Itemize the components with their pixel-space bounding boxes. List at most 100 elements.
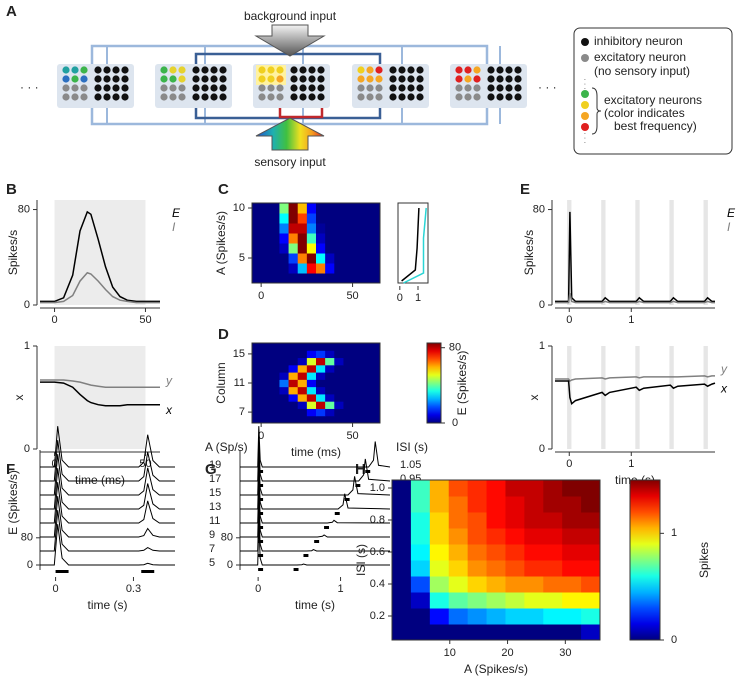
- panel-label: F: [6, 461, 15, 478]
- heatmap-cell: [316, 243, 326, 254]
- excitatory-neuron: [62, 84, 70, 92]
- x-tick-label: 1: [628, 458, 634, 470]
- x-tick-label: 50: [139, 314, 151, 326]
- heatmap-cell: [252, 408, 262, 417]
- heatmap-cell: [325, 243, 335, 254]
- heatmap-cell: [352, 372, 363, 380]
- stimulus-bar: [141, 570, 155, 573]
- heatmap-cell: [288, 357, 299, 366]
- heatmap-cell: [352, 233, 363, 244]
- heatmap-cell: [297, 372, 308, 380]
- heatmap-cell: [316, 203, 326, 214]
- heatmap-cell: [306, 393, 317, 402]
- y-tick-label: 5: [239, 252, 245, 264]
- heatmap-cell: [505, 544, 525, 561]
- excitatory-neuron: [80, 84, 88, 92]
- heatmap-cell: [352, 243, 363, 254]
- x-tick-label: 0: [258, 430, 264, 442]
- inhibitory-neuron: [505, 84, 513, 92]
- heatmap-cell: [370, 343, 381, 351]
- inhibitory-neuron: [290, 93, 298, 101]
- heatmap-cell: [370, 253, 381, 264]
- heatmap-cell: [325, 253, 335, 264]
- heatmap-cell: [306, 357, 317, 366]
- heatmap-cell: [370, 372, 381, 380]
- heatmap-cell: [352, 223, 363, 234]
- inhibitory-neuron: [487, 93, 495, 101]
- y-axis-label: E (Spikes/s): [6, 470, 20, 535]
- heatmap-cell: [252, 273, 262, 284]
- heatmap-cell: [334, 213, 344, 224]
- y-tick-label: 1: [539, 340, 545, 352]
- legend-dots: · · ·: [581, 79, 588, 90]
- heatmap-cell: [429, 624, 450, 641]
- y-tick-label: 0: [539, 443, 545, 455]
- heatmap-cell: [297, 393, 308, 402]
- heatmap-cell: [361, 350, 372, 359]
- heatmap-cell: [334, 203, 344, 214]
- inhibitory-neuron: [290, 75, 298, 83]
- legend-label: 19: [209, 459, 221, 471]
- heatmap-cell: [279, 401, 290, 409]
- data-line: [40, 524, 175, 566]
- data-line: [40, 454, 175, 496]
- legend-dot: [581, 123, 589, 131]
- heatmap-cell: [352, 408, 363, 417]
- excitatory-neuron: [178, 66, 186, 74]
- inhibitory-neuron: [103, 66, 111, 74]
- heatmap-cell: [316, 364, 326, 373]
- inhibitory-neuron: [219, 66, 227, 74]
- data-line: [555, 375, 715, 382]
- heatmap-cell: [288, 233, 299, 244]
- panel-label: D: [218, 326, 229, 343]
- heatmap-cell: [486, 512, 506, 529]
- heatmap-cell: [467, 496, 488, 513]
- heatmap-cell: [352, 379, 363, 388]
- heatmap-cell: [270, 401, 280, 409]
- data-line: [240, 524, 390, 566]
- heatmap-cell: [429, 512, 450, 529]
- y-tick-label: 0: [227, 559, 233, 571]
- excitatory-neuron: [375, 93, 383, 101]
- heatmap-cell: [334, 253, 344, 264]
- excitatory-neuron: [366, 93, 374, 101]
- heatmap-cell: [392, 576, 412, 593]
- legend-dot: [581, 112, 589, 120]
- ellipsis: · · ·: [20, 80, 39, 94]
- background-arrow: [254, 24, 326, 57]
- stimulus-bar: [55, 570, 69, 573]
- heatmap-cell: [352, 203, 363, 214]
- heatmap-cell: [448, 592, 469, 609]
- stimulus-bar: [303, 554, 309, 557]
- heatmap-cell: [352, 386, 363, 395]
- heatmap-cell: [486, 592, 506, 609]
- heatmap-cell: [270, 408, 280, 417]
- inhibitory-neuron: [210, 93, 218, 101]
- x-axis-label: A (Spikes/s): [464, 662, 528, 676]
- inhibitory-neuron: [487, 66, 495, 74]
- heatmap-cell: [334, 364, 344, 373]
- excitatory-neuron: [473, 93, 481, 101]
- heatmap-cell: [543, 496, 563, 513]
- heatmap-cell: [261, 393, 271, 402]
- heatmap-cell: [261, 350, 271, 359]
- heatmap-cell: [270, 350, 280, 359]
- heatmap-cell: [581, 480, 601, 497]
- stimulus-window: [703, 200, 708, 305]
- excitatory-neuron: [258, 75, 266, 83]
- inhibitory-neuron: [496, 75, 504, 83]
- heatmap-cell: [325, 343, 335, 351]
- heatmap-cell: [392, 544, 412, 561]
- heatmap-cell: [467, 592, 488, 609]
- legend-label: 13: [209, 501, 221, 513]
- heatmap-cell: [297, 203, 308, 214]
- colorbar-label: E (Spikes/s): [455, 351, 469, 416]
- excitatory-neuron: [71, 93, 79, 101]
- stimulus-window: [601, 200, 606, 305]
- stimulus-bar: [258, 470, 264, 473]
- y-axis-label: ISI (s): [354, 544, 368, 576]
- heatmap-cell: [581, 512, 601, 529]
- inhibitory-neuron: [299, 66, 307, 74]
- legend-label: I: [172, 220, 176, 234]
- inhibitory-neuron: [514, 93, 522, 101]
